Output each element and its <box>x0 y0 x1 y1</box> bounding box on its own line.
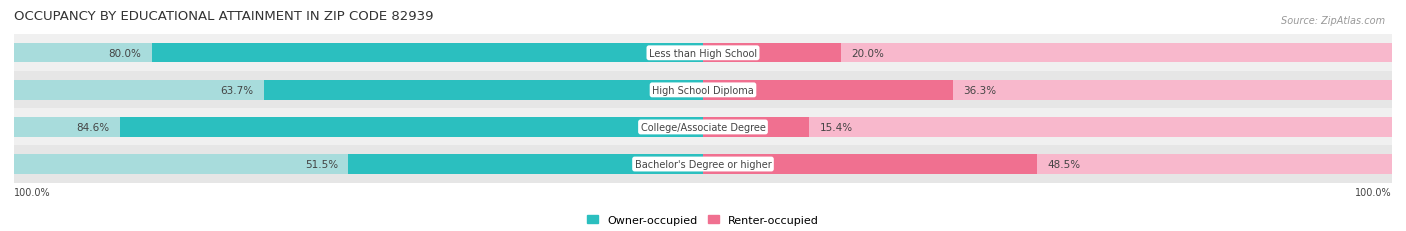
Bar <box>14 155 349 174</box>
Bar <box>264 81 703 100</box>
Bar <box>841 44 1392 63</box>
Bar <box>703 155 1038 174</box>
Text: High School Diploma: High School Diploma <box>652 85 754 95</box>
Bar <box>120 118 703 137</box>
Text: 80.0%: 80.0% <box>108 49 142 58</box>
Text: Source: ZipAtlas.com: Source: ZipAtlas.com <box>1281 16 1385 26</box>
Text: 20.0%: 20.0% <box>851 49 884 58</box>
Bar <box>14 72 1392 109</box>
Text: 100.0%: 100.0% <box>14 187 51 197</box>
Text: 36.3%: 36.3% <box>963 85 997 95</box>
Bar <box>14 81 264 100</box>
Bar <box>14 146 1392 183</box>
Text: 84.6%: 84.6% <box>77 122 110 132</box>
Bar <box>703 118 808 137</box>
Bar <box>14 44 152 63</box>
Legend: Owner-occupied, Renter-occupied: Owner-occupied, Renter-occupied <box>582 210 824 229</box>
Bar <box>349 155 703 174</box>
Bar <box>808 118 1392 137</box>
Bar <box>1038 155 1392 174</box>
Text: 63.7%: 63.7% <box>221 85 254 95</box>
Text: 51.5%: 51.5% <box>305 159 337 169</box>
Bar <box>152 44 703 63</box>
Bar <box>14 118 120 137</box>
Bar <box>953 81 1392 100</box>
Text: Less than High School: Less than High School <box>650 49 756 58</box>
Text: 15.4%: 15.4% <box>820 122 852 132</box>
Bar <box>14 109 1392 146</box>
Text: OCCUPANCY BY EDUCATIONAL ATTAINMENT IN ZIP CODE 82939: OCCUPANCY BY EDUCATIONAL ATTAINMENT IN Z… <box>14 9 433 22</box>
Text: 48.5%: 48.5% <box>1047 159 1081 169</box>
Bar <box>703 81 953 100</box>
Text: 100.0%: 100.0% <box>1355 187 1392 197</box>
Text: Bachelor's Degree or higher: Bachelor's Degree or higher <box>634 159 772 169</box>
Bar <box>703 44 841 63</box>
Bar <box>14 35 1392 72</box>
Text: College/Associate Degree: College/Associate Degree <box>641 122 765 132</box>
